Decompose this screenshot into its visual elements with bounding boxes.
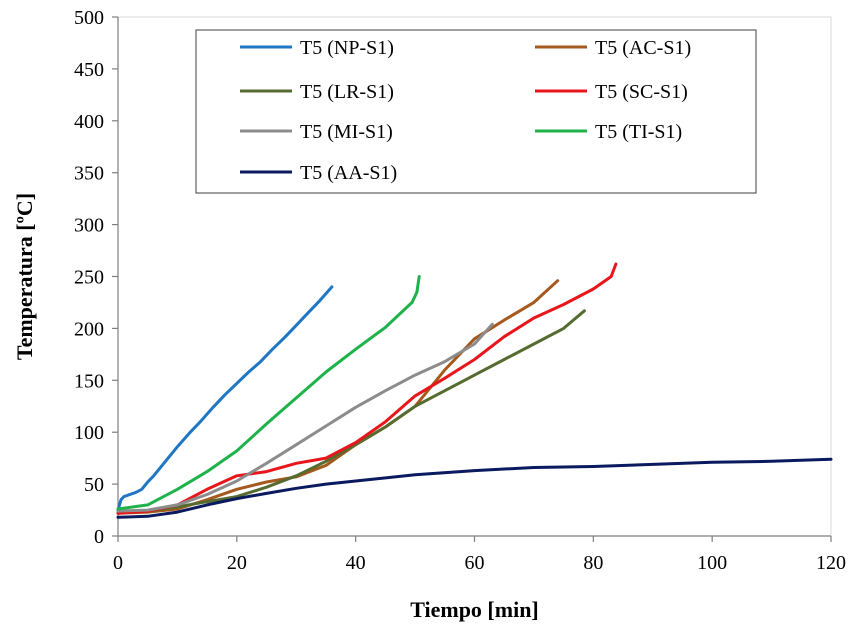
y-tick-label: 100 bbox=[74, 422, 104, 444]
legend-label: T5 (NP-S1) bbox=[300, 37, 394, 59]
series-line bbox=[116, 309, 586, 515]
legend: T5 (NP-S1) T5 (AC-S1) T5 (LR-S1) T5 (SC-S1)… bbox=[195, 29, 757, 194]
legend-label: T5 (LR-S1) bbox=[300, 81, 394, 103]
y-tick-label: 450 bbox=[74, 59, 104, 81]
series-line bbox=[116, 275, 421, 511]
series-line bbox=[116, 279, 560, 515]
legend-box bbox=[195, 29, 757, 194]
legend-label: T5 (AC-S1) bbox=[595, 37, 691, 59]
x-axis-title: Tiempo [min] bbox=[410, 597, 539, 622]
series-line bbox=[116, 285, 334, 512]
legend-label: T5 (MI-S1) bbox=[300, 121, 393, 143]
y-axis-title: Temperatura [ºC] bbox=[12, 193, 37, 360]
y-tick-label: 0 bbox=[94, 526, 104, 548]
x-tick-label: 100 bbox=[697, 552, 727, 574]
y-tick-label: 500 bbox=[74, 7, 104, 29]
x-tick-label: 0 bbox=[113, 552, 123, 574]
y-tick-label: 200 bbox=[74, 318, 104, 340]
y-tick-label: 50 bbox=[84, 474, 104, 496]
legend-label: T5 (TI-S1) bbox=[595, 121, 682, 143]
series-lines bbox=[116, 262, 833, 519]
x-tick-label: 40 bbox=[346, 552, 366, 574]
legend-label: T5 (SC-S1) bbox=[595, 81, 688, 103]
series-line bbox=[116, 262, 618, 515]
x-tick-label: 80 bbox=[583, 552, 603, 574]
y-tick-label: 400 bbox=[74, 111, 104, 133]
series-line bbox=[116, 322, 494, 513]
legend-label: T5 (AA-S1) bbox=[300, 162, 397, 184]
y-tick-label: 250 bbox=[74, 267, 104, 289]
y-tick-label: 300 bbox=[74, 215, 104, 237]
x-tick-label: 120 bbox=[816, 552, 846, 574]
x-tick-label: 60 bbox=[465, 552, 485, 574]
series-line bbox=[116, 457, 833, 519]
y-tick-label: 350 bbox=[74, 163, 104, 185]
x-tick-label: 20 bbox=[227, 552, 247, 574]
axes: 0 50 100 150 200 250 300 350 400 450 500 0 20 40 60 80 1… bbox=[74, 7, 846, 574]
y-tick-label: 150 bbox=[74, 370, 104, 392]
